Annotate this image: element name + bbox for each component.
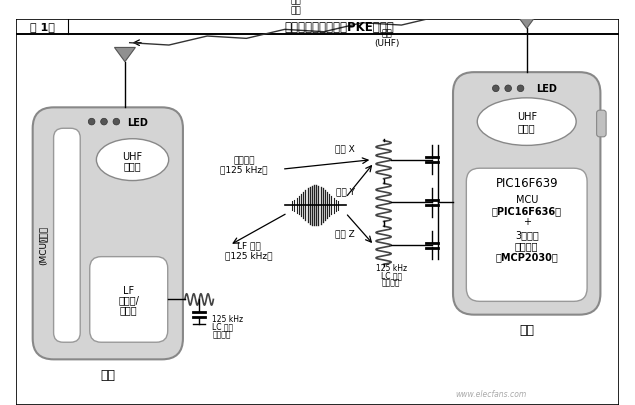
Text: (MCU): (MCU) (39, 237, 49, 264)
Circle shape (493, 86, 499, 92)
Text: 基站: 基站 (100, 368, 116, 381)
Text: 低频指令: 低频指令 (233, 156, 255, 165)
Text: 125 kHz: 125 kHz (213, 314, 244, 323)
Text: UHF: UHF (123, 151, 143, 162)
Text: 代码: 代码 (291, 6, 302, 15)
Text: （125 kHz）: （125 kHz） (220, 165, 267, 174)
FancyBboxPatch shape (597, 111, 606, 137)
Text: UHF: UHF (517, 112, 537, 122)
Text: 模拟前端: 模拟前端 (515, 241, 538, 251)
Text: 双向被动无钥门禁（PKE）系统: 双向被动无钥门禁（PKE）系统 (284, 21, 394, 34)
Text: 125 kHz: 125 kHz (376, 263, 407, 272)
Circle shape (101, 119, 107, 126)
Text: 天线 Y: 天线 Y (336, 186, 355, 195)
Text: LF: LF (123, 285, 134, 295)
Text: 天线 Z: 天线 Z (335, 229, 355, 238)
Text: 发射器: 发射器 (518, 123, 535, 133)
Text: 加密: 加密 (291, 0, 302, 5)
Circle shape (88, 119, 95, 126)
Text: www.elecfans.com: www.elecfans.com (455, 389, 526, 398)
FancyBboxPatch shape (32, 108, 183, 360)
Text: （PIC16F636）: （PIC16F636） (491, 206, 562, 215)
Text: 接收器: 接收器 (120, 304, 138, 314)
Text: 响应: 响应 (381, 30, 392, 38)
Text: 天线 X: 天线 X (335, 144, 355, 153)
Polygon shape (516, 15, 537, 29)
Text: 单片机: 单片机 (39, 226, 49, 242)
FancyBboxPatch shape (90, 257, 168, 342)
Polygon shape (114, 48, 135, 62)
Polygon shape (16, 20, 619, 35)
Ellipse shape (97, 139, 169, 181)
Text: PIC16F639: PIC16F639 (495, 177, 558, 190)
Text: (UHF): (UHF) (374, 39, 399, 48)
Text: 发射器/: 发射器/ (118, 295, 139, 305)
FancyBboxPatch shape (466, 169, 587, 302)
FancyBboxPatch shape (453, 73, 601, 315)
Circle shape (517, 86, 524, 92)
Text: 谐振电路: 谐振电路 (382, 278, 401, 287)
Text: +: + (523, 217, 531, 227)
Circle shape (505, 86, 512, 92)
Circle shape (113, 119, 119, 126)
Text: LC 并联: LC 并联 (380, 271, 402, 279)
Text: LED: LED (127, 117, 148, 127)
Text: 接收器: 接收器 (124, 161, 142, 171)
FancyBboxPatch shape (53, 129, 80, 342)
Text: 图 1：: 图 1： (30, 22, 55, 32)
Text: LC 系列: LC 系列 (213, 322, 234, 331)
Text: （MCP2030）: （MCP2030） (495, 252, 558, 262)
Text: LED: LED (536, 84, 557, 94)
Text: MCU: MCU (516, 194, 538, 204)
Text: （125 kHz）: （125 kHz） (225, 251, 272, 260)
Ellipse shape (478, 98, 576, 146)
Text: 3个输入: 3个输入 (515, 229, 538, 239)
Text: 钥匙: 钥匙 (519, 324, 534, 337)
Text: 谐振电路: 谐振电路 (213, 329, 231, 338)
Text: LF 对讲: LF 对讲 (237, 241, 260, 250)
